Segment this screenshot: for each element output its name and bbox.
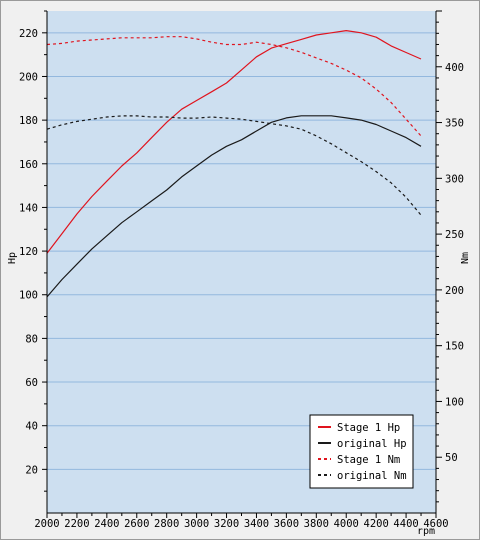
y-right-tick-label: 50 bbox=[445, 452, 458, 464]
x-tick-label: 2600 bbox=[124, 518, 149, 530]
y-axis-left-title: Hp bbox=[7, 252, 18, 264]
y-left-tick-label: 100 bbox=[19, 290, 38, 302]
y-right-tick-label: 150 bbox=[445, 341, 464, 353]
y-left-tick-label: 80 bbox=[25, 333, 38, 345]
y-right-tick-label: 350 bbox=[445, 118, 464, 130]
y-left-tick-label: 40 bbox=[25, 421, 38, 433]
series-line-stage-1-nm bbox=[46, 36, 422, 137]
series-line-stage-1-hp bbox=[46, 30, 422, 254]
x-tick-label: 2800 bbox=[154, 518, 179, 530]
y-left-tick-label: 220 bbox=[19, 28, 38, 40]
axis-layer: 20 40 60 80 100 120 140 160 180 200 220 50 100 150 200… bbox=[19, 10, 464, 530]
x-tick-label: 3400 bbox=[244, 518, 269, 530]
y-left-tick-label: 200 bbox=[19, 71, 38, 83]
x-tick-label: 3000 bbox=[184, 518, 209, 530]
legend-label-original-nm: original Nm bbox=[337, 470, 407, 482]
legend-label-stage1-hp: Stage 1 Hp bbox=[337, 422, 400, 434]
x-tick-label: 4000 bbox=[334, 518, 359, 530]
y-left-tick-label: 180 bbox=[19, 115, 38, 127]
x-tick-label: 2200 bbox=[64, 518, 89, 530]
x-tick-label: 4600 bbox=[423, 518, 448, 530]
legend: Stage 1 Hp original Hp Stage 1 Nm origin… bbox=[309, 414, 414, 489]
y-left-tick-label: 140 bbox=[19, 202, 38, 214]
x-tick-label: 4400 bbox=[393, 518, 418, 530]
y-left-tick-label: 120 bbox=[19, 246, 38, 258]
series-line-original-hp bbox=[46, 115, 422, 298]
x-tick-label: 3600 bbox=[274, 518, 299, 530]
y-right-tick-label: 400 bbox=[445, 62, 464, 74]
legend-label-stage1-nm: Stage 1 Nm bbox=[337, 454, 400, 466]
series-layer bbox=[46, 30, 422, 298]
y-right-tick-label: 300 bbox=[445, 173, 464, 185]
y-right-tick-label: 200 bbox=[445, 285, 464, 297]
x-tick-label: 2400 bbox=[94, 518, 119, 530]
x-tick-label: 2000 bbox=[34, 518, 59, 530]
y-right-tick-label: 100 bbox=[445, 396, 464, 408]
y-left-tick-label: 20 bbox=[25, 464, 38, 476]
y-axis-right-title: Nm bbox=[460, 252, 471, 264]
y-left-tick-label: 60 bbox=[25, 377, 38, 389]
series-line-original-nm bbox=[46, 115, 422, 216]
x-tick-label: 3800 bbox=[304, 518, 329, 530]
x-tick-label: 4200 bbox=[364, 518, 389, 530]
x-tick-label: 3200 bbox=[214, 518, 239, 530]
legend-label-original-hp: original Hp bbox=[337, 438, 407, 450]
y-right-tick-label: 250 bbox=[445, 229, 464, 241]
grid-layer bbox=[47, 32, 436, 470]
y-left-tick-label: 160 bbox=[19, 159, 38, 171]
x-axis-title: rpm bbox=[417, 526, 435, 537]
